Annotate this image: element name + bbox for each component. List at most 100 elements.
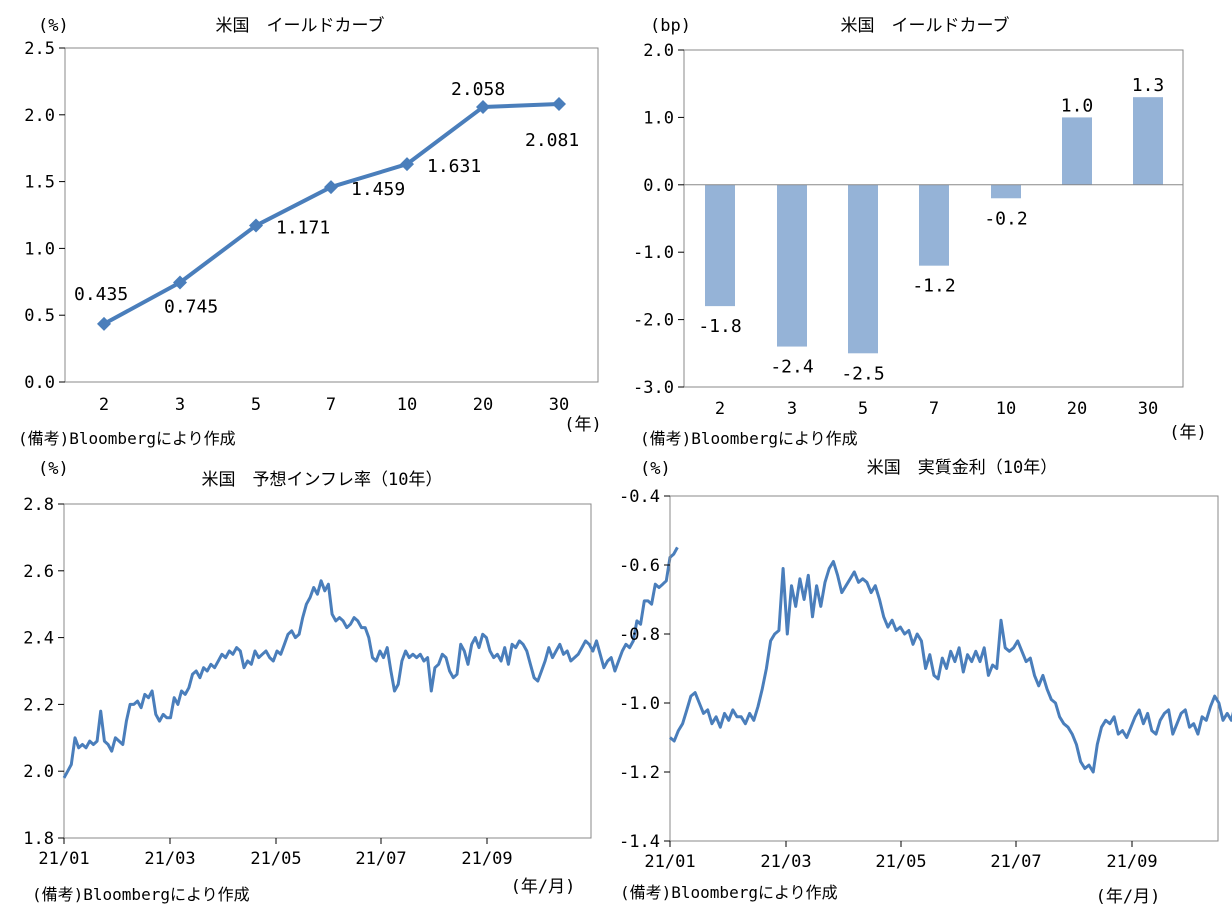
chart1-data-label: 1.631 [427,156,481,177]
chart4-series [669,560,1232,774]
chart2-data-label: -1.2 [912,276,955,297]
chart1-y-ticks: 0.0 0.5 1.0 1.5 2.0 2.5 [24,39,65,393]
chart4-x-unit: (年/月) [1096,887,1161,907]
chart2-x-unit: (年) [1169,423,1206,443]
chart4-y-tick-label: -1.2 [619,763,660,783]
chart2-title: 米国 イールドカーブ [841,15,1010,36]
chart4-y-ticks: -1.4 -1.2 -1.0 -0.8 -0.6 -0.4 [619,487,670,852]
chart4-y-tick-label: -1.0 [619,694,660,714]
chart-inflation-expectation: 米国 予想インフレ率（10年） (%) 1.8 2.0 2.2 2.4 2.6 2.8 2… [23,459,679,904]
chart3-y-ticks: 1.8 2.0 2.2 2.4 2.6 2.8 [23,495,64,849]
chart4-y-tick-label: -0.6 [619,556,660,576]
chart4-x-tick-label: 21/03 [760,852,811,872]
chart1-data-label: 0.435 [74,284,128,305]
chart4-series-line [669,560,1232,774]
chart1-x-tick-label: 3 [175,395,185,415]
chart2-bar [1062,117,1092,185]
chart1-plot-area [64,47,599,383]
chart2-y-tick-label: -2.0 [633,311,674,331]
chart2-bar [991,184,1021,199]
chart2-source-note: (備考)Bloombergにより作成 [640,429,858,448]
chart2-bar [1133,97,1163,185]
chart1-point-marker [249,218,263,233]
chart1-x-tick-label: 20 [473,395,493,415]
chart1-point-marker [97,316,111,331]
chart2-bar [777,184,807,347]
chart1-data-label: 1.171 [276,218,330,239]
chart4-source-note: (備考)Bloombergにより作成 [620,883,838,902]
chart3-x-tick-label: 21/03 [144,849,195,869]
chart1-x-ticks: 2 3 5 7 10 20 30 [99,395,569,415]
chart3-y-tick-label: 1.8 [23,829,54,849]
chart3-plot-area [63,503,592,839]
chart1-data-label: 1.459 [351,179,405,200]
chart2-x-tick-label: 30 [1138,399,1158,419]
chart3-y-unit: (%) [38,459,69,479]
chart3-y-tick-label: 2.0 [23,762,54,782]
chart1-point-marker [173,275,187,290]
chart1-x-tick-label: 10 [397,395,417,415]
chart4-y-tick-label: -0.4 [619,487,660,507]
chart1-y-tick-label: 0.0 [24,373,55,393]
chart3-x-tick-label: 21/01 [38,849,89,869]
chart3-x-tick-label: 21/05 [250,849,301,869]
chart1-y-tick-label: 2.0 [24,106,55,126]
chart4-y-unit: (%) [640,459,671,479]
chart2-series: -1.8 -2.4 -2.5 -1.2 -0.2 1.0 1.3 [684,75,1183,384]
chart3-y-tick-label: 2.4 [23,629,54,649]
chart-yield-curve-line: 米国 イールドカーブ (%) 0.0 0.5 1.0 1.5 2.0 2.5 2 3 5 7 10… [18,15,602,448]
chart3-y-tick-label: 2.6 [23,562,54,582]
chart2-y-unit: (bp) [650,16,691,36]
chart4-x-ticks: 21/01 21/03 21/05 21/07 21/09 [644,841,1158,872]
chart3-title: 米国 予想インフレ率（10年） [202,470,443,490]
chart1-data-label: 2.081 [525,130,579,151]
chart3-y-tick-label: 2.8 [23,495,54,515]
chart4-x-tick-label: 21/09 [1106,852,1157,872]
chart2-y-tick-label: 1.0 [643,108,674,128]
chart3-series-line [62,546,679,779]
chart2-bar [848,184,878,354]
chart2-x-tick-label: 10 [996,399,1016,419]
chart1-y-tick-label: 2.5 [24,39,55,59]
chart3-series [62,546,679,779]
chart4-y-tick-label: -1.4 [619,832,660,852]
chart4-y-tick-label: -0.8 [619,625,660,645]
chart1-x-tick-label: 5 [251,395,261,415]
chart1-x-tick-label: 2 [99,395,109,415]
chart2-data-label: -1.8 [698,316,741,337]
chart3-x-tick-label: 21/07 [355,849,406,869]
chart3-x-ticks: 21/01 21/03 21/05 21/07 21/09 [38,838,513,869]
chart2-y-tick-label: -1.0 [633,243,674,263]
chart2-data-label: 1.0 [1061,95,1094,116]
chart2-x-tick-label: 5 [858,399,868,419]
chart4-plot-area [669,495,1219,842]
chart1-series: 0.435 0.745 1.171 1.459 1.631 2.058 2.081 [74,79,579,331]
chart2-data-label: -2.5 [841,363,884,384]
chart1-point-marker [400,157,414,172]
chart1-y-tick-label: 0.5 [24,306,55,326]
chart4-title: 米国 実質金利（10年） [867,458,1057,478]
chart4-x-tick-label: 21/05 [875,852,926,872]
chart3-x-tick-label: 21/09 [461,849,512,869]
chart2-x-tick-label: 20 [1067,399,1087,419]
chart2-plot-area [683,49,1184,388]
chart2-bar [919,184,949,266]
chart3-y-tick-label: 2.2 [23,695,54,715]
chart2-x-ticks: 2 3 5 7 10 20 30 [715,399,1158,419]
chart1-y-tick-label: 1.0 [24,239,55,259]
chart1-series-line [103,101,560,326]
chart2-data-label: 1.3 [1132,75,1165,96]
chart-real-interest-rate: 米国 実質金利（10年） (%) -1.4 -1.2 -1.0 -0.8 -0.6 -0.… [619,458,1232,907]
chart2-x-tick-label: 2 [715,399,725,419]
chart1-data-label: 2.058 [451,79,505,100]
chart2-data-label: -0.2 [984,208,1027,229]
chart2-y-tick-label: -3.0 [633,378,674,398]
chart2-y-tick-label: 2.0 [643,41,674,61]
chart1-point-marker [324,180,338,195]
chart1-point-marker [552,96,566,111]
chart1-point-marker [476,100,490,115]
chart1-y-tick-label: 1.5 [24,173,55,193]
chart2-x-tick-label: 3 [787,399,797,419]
chart2-x-tick-label: 7 [929,399,939,419]
